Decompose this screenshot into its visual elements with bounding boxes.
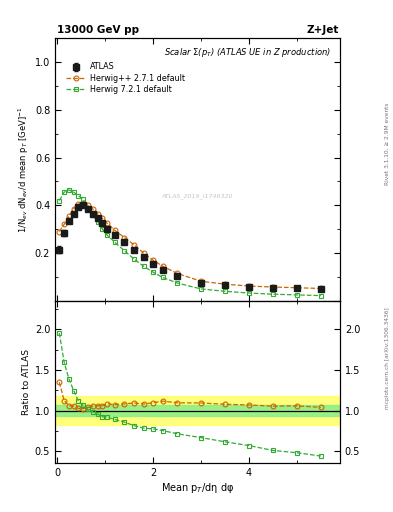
Y-axis label: 1/N$_{ev}$ dN$_{ev}$/d mean p$_T$ [GeV]$^{-1}$: 1/N$_{ev}$ dN$_{ev}$/d mean p$_T$ [GeV]$… <box>16 106 31 233</box>
Text: Rivet 3.1.10, ≥ 2.9M events: Rivet 3.1.10, ≥ 2.9M events <box>385 102 390 185</box>
Text: Z+Jet: Z+Jet <box>307 25 339 35</box>
Text: ATLAS_2019_I1746320: ATLAS_2019_I1746320 <box>162 193 233 199</box>
Bar <box>55 396 340 425</box>
Y-axis label: Ratio to ATLAS: Ratio to ATLAS <box>22 349 31 415</box>
Text: mcplots.cern.ch [arXiv:1306.3436]: mcplots.cern.ch [arXiv:1306.3436] <box>385 308 390 409</box>
Text: 13000 GeV pp: 13000 GeV pp <box>57 25 139 35</box>
X-axis label: Mean p$_T$/dη dφ: Mean p$_T$/dη dφ <box>161 481 234 495</box>
Legend: ATLAS, Herwig++ 2.7.1 default, Herwig 7.2.1 default: ATLAS, Herwig++ 2.7.1 default, Herwig 7.… <box>65 61 186 96</box>
Text: Scalar $\Sigma$(p$_T$) (ATLAS UE in Z production): Scalar $\Sigma$(p$_T$) (ATLAS UE in Z pr… <box>164 46 331 59</box>
Bar <box>55 405 340 416</box>
